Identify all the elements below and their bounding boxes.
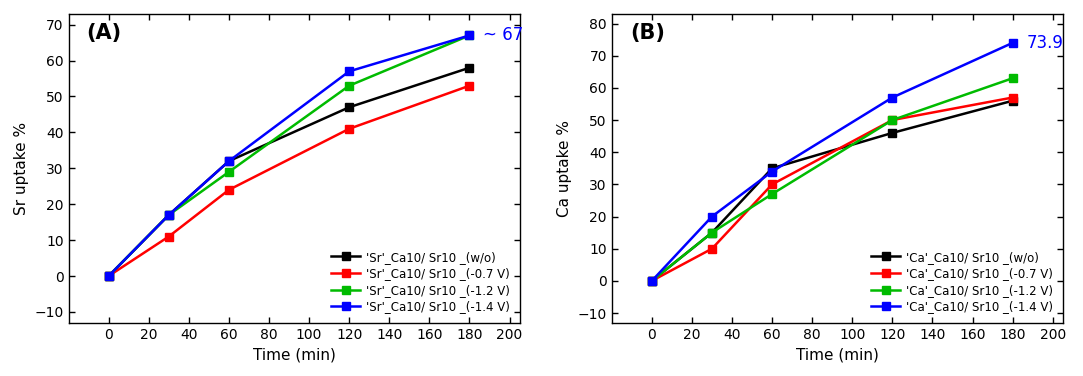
'Sr'_Ca10/ Sr10 _(-1.4 V)	[342, 69, 355, 74]
'Ca'_Ca10/ Sr10 _(-1.4 V)	[705, 214, 718, 219]
'Ca'_Ca10/ Sr10 _(w/o)	[1006, 99, 1019, 103]
'Sr'_Ca10/ Sr10 _(-1.2 V)	[102, 274, 115, 278]
Line: 'Ca'_Ca10/ Sr10 _(-1.4 V): 'Ca'_Ca10/ Sr10 _(-1.4 V)	[648, 39, 1017, 285]
'Sr'_Ca10/ Sr10 _(w/o)	[342, 105, 355, 109]
'Ca'_Ca10/ Sr10 _(-1.2 V)	[705, 230, 718, 235]
Line: 'Sr'_Ca10/ Sr10 _(w/o): 'Sr'_Ca10/ Sr10 _(w/o)	[104, 64, 473, 280]
X-axis label: Time (min): Time (min)	[252, 347, 336, 362]
Line: 'Ca'_Ca10/ Sr10 _(-1.2 V): 'Ca'_Ca10/ Sr10 _(-1.2 V)	[648, 74, 1017, 285]
'Ca'_Ca10/ Sr10 _(-0.7 V)	[1006, 95, 1019, 100]
Text: ~ 67: ~ 67	[483, 26, 524, 44]
'Ca'_Ca10/ Sr10 _(-1.4 V)	[1006, 41, 1019, 45]
'Sr'_Ca10/ Sr10 _(-1.4 V)	[222, 159, 235, 163]
'Sr'_Ca10/ Sr10 _(-0.7 V)	[342, 127, 355, 131]
'Ca'_Ca10/ Sr10 _(-1.4 V)	[766, 169, 779, 174]
'Sr'_Ca10/ Sr10 _(-1.2 V)	[342, 83, 355, 88]
'Ca'_Ca10/ Sr10 _(-1.4 V)	[645, 279, 658, 283]
'Ca'_Ca10/ Sr10 _(-1.2 V)	[766, 192, 779, 196]
'Sr'_Ca10/ Sr10 _(-1.4 V)	[102, 274, 115, 278]
Legend: 'Ca'_Ca10/ Sr10 _(w/o), 'Ca'_Ca10/ Sr10 _(-0.7 V), 'Ca'_Ca10/ Sr10 _(-1.2 V), 'C: 'Ca'_Ca10/ Sr10 _(w/o), 'Ca'_Ca10/ Sr10 …	[867, 247, 1057, 317]
X-axis label: Time (min): Time (min)	[796, 347, 878, 362]
Y-axis label: Sr uptake %: Sr uptake %	[14, 122, 29, 215]
Legend: 'Sr'_Ca10/ Sr10 _(w/o), 'Sr'_Ca10/ Sr10 _(-0.7 V), 'Sr'_Ca10/ Sr10 _(-1.2 V), 'S: 'Sr'_Ca10/ Sr10 _(w/o), 'Sr'_Ca10/ Sr10 …	[327, 247, 513, 317]
'Sr'_Ca10/ Sr10 _(-1.4 V)	[462, 33, 475, 38]
'Sr'_Ca10/ Sr10 _(-1.2 V)	[462, 33, 475, 38]
'Ca'_Ca10/ Sr10 _(-0.7 V)	[645, 279, 658, 283]
'Ca'_Ca10/ Sr10 _(-1.4 V)	[886, 95, 899, 100]
'Sr'_Ca10/ Sr10 _(-0.7 V)	[462, 83, 475, 88]
'Ca'_Ca10/ Sr10 _(-0.7 V)	[766, 182, 779, 186]
'Ca'_Ca10/ Sr10 _(-1.2 V)	[886, 118, 899, 122]
'Sr'_Ca10/ Sr10 _(-0.7 V)	[222, 188, 235, 192]
'Ca'_Ca10/ Sr10 _(w/o)	[766, 166, 779, 171]
Line: 'Sr'_Ca10/ Sr10 _(-0.7 V): 'Sr'_Ca10/ Sr10 _(-0.7 V)	[104, 82, 473, 280]
'Ca'_Ca10/ Sr10 _(w/o)	[886, 130, 899, 135]
'Sr'_Ca10/ Sr10 _(w/o)	[102, 274, 115, 278]
Y-axis label: Ca uptake %: Ca uptake %	[557, 120, 572, 217]
Line: 'Sr'_Ca10/ Sr10 _(-1.4 V): 'Sr'_Ca10/ Sr10 _(-1.4 V)	[104, 31, 473, 280]
Line: 'Ca'_Ca10/ Sr10 _(-0.7 V): 'Ca'_Ca10/ Sr10 _(-0.7 V)	[648, 93, 1017, 285]
'Ca'_Ca10/ Sr10 _(w/o)	[705, 230, 718, 235]
Text: (B): (B)	[630, 23, 665, 43]
'Ca'_Ca10/ Sr10 _(-0.7 V)	[705, 246, 718, 251]
'Sr'_Ca10/ Sr10 _(w/o)	[462, 65, 475, 70]
'Sr'_Ca10/ Sr10 _(-1.2 V)	[162, 213, 175, 217]
'Ca'_Ca10/ Sr10 _(w/o)	[645, 279, 658, 283]
'Sr'_Ca10/ Sr10 _(-1.2 V)	[222, 170, 235, 174]
Line: 'Sr'_Ca10/ Sr10 _(-1.2 V): 'Sr'_Ca10/ Sr10 _(-1.2 V)	[104, 31, 473, 280]
'Sr'_Ca10/ Sr10 _(-0.7 V)	[162, 234, 175, 239]
'Sr'_Ca10/ Sr10 _(-1.4 V)	[162, 213, 175, 217]
Text: (A): (A)	[87, 23, 121, 43]
'Sr'_Ca10/ Sr10 _(w/o)	[222, 159, 235, 163]
'Sr'_Ca10/ Sr10 _(w/o)	[162, 213, 175, 217]
Line: 'Ca'_Ca10/ Sr10 _(w/o): 'Ca'_Ca10/ Sr10 _(w/o)	[648, 97, 1017, 285]
'Ca'_Ca10/ Sr10 _(-1.2 V)	[1006, 76, 1019, 80]
'Ca'_Ca10/ Sr10 _(-0.7 V)	[886, 118, 899, 122]
'Ca'_Ca10/ Sr10 _(-1.2 V)	[645, 279, 658, 283]
'Sr'_Ca10/ Sr10 _(-0.7 V)	[102, 274, 115, 278]
Text: 73.9: 73.9	[1027, 34, 1064, 52]
